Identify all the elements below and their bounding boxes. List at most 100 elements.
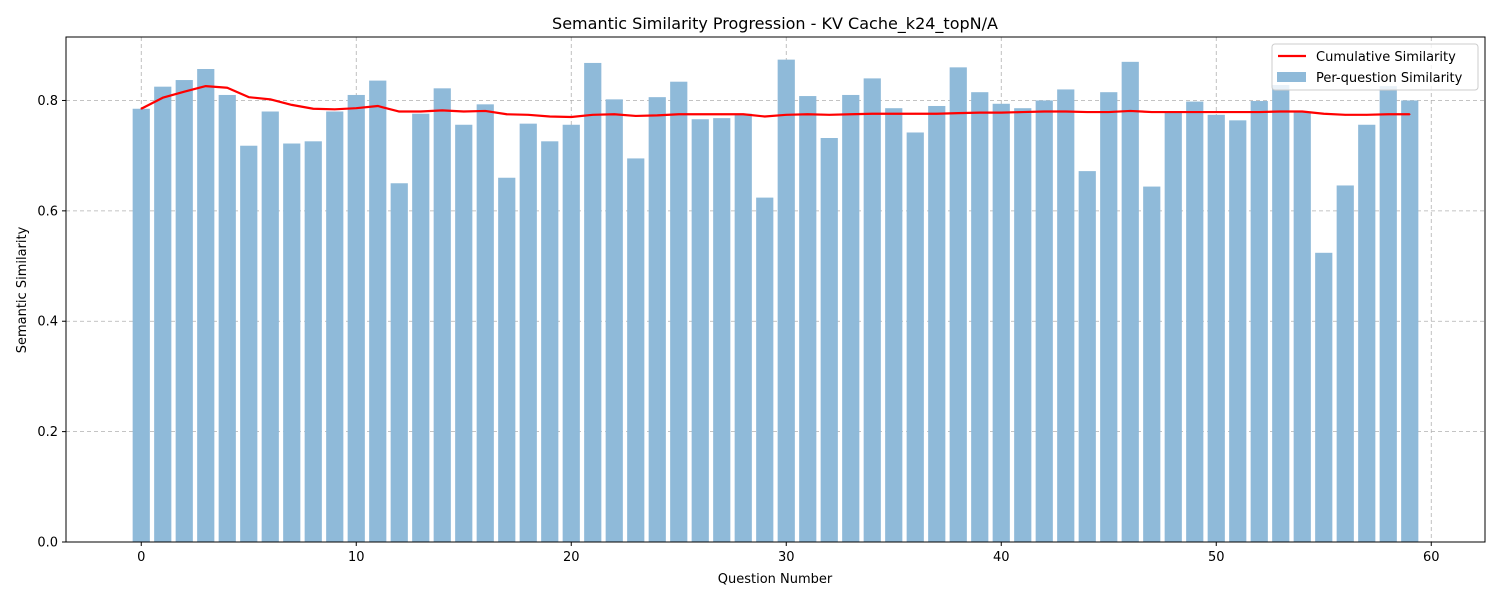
line-point bbox=[1000, 111, 1003, 114]
line-point bbox=[1215, 111, 1218, 113]
bar bbox=[971, 92, 989, 542]
line-point bbox=[1107, 111, 1110, 113]
bar bbox=[1121, 61, 1139, 543]
line-point bbox=[1043, 110, 1046, 113]
bar bbox=[1035, 100, 1053, 543]
bar bbox=[734, 113, 752, 542]
bar bbox=[756, 197, 774, 542]
line-point bbox=[699, 113, 702, 116]
line-point bbox=[828, 114, 831, 116]
legend: Cumulative Similarity Per-question Simil… bbox=[1271, 43, 1479, 91]
bar bbox=[863, 78, 881, 543]
line-point bbox=[978, 111, 981, 114]
line-point bbox=[1365, 114, 1368, 116]
x-axis-label: Question Number bbox=[718, 572, 833, 587]
line-point bbox=[914, 112, 917, 115]
x-tick-label: 50 bbox=[1208, 550, 1225, 565]
x-tick-label: 60 bbox=[1423, 550, 1440, 565]
line-point bbox=[935, 112, 938, 115]
bar bbox=[132, 108, 150, 543]
line-point bbox=[505, 113, 508, 116]
x-tick-label: 20 bbox=[563, 550, 580, 565]
bar bbox=[476, 104, 494, 542]
bar bbox=[1057, 89, 1075, 542]
line-point bbox=[527, 114, 530, 116]
bar bbox=[1379, 86, 1397, 543]
bar bbox=[584, 62, 602, 543]
line-point bbox=[419, 110, 422, 113]
bar bbox=[562, 124, 580, 543]
line-point bbox=[441, 109, 444, 112]
line-point bbox=[1322, 112, 1325, 115]
bar bbox=[605, 99, 623, 542]
line-point bbox=[806, 113, 809, 116]
line-point bbox=[1193, 111, 1196, 113]
bar bbox=[713, 118, 731, 542]
y-tick-label: 0.6 bbox=[37, 204, 58, 219]
line-point bbox=[204, 85, 207, 87]
bar bbox=[175, 80, 193, 542]
bar bbox=[1293, 111, 1311, 543]
line-point bbox=[1172, 111, 1175, 113]
bar bbox=[541, 141, 559, 543]
x-axis: 0 10 20 30 40 50 60 bbox=[137, 542, 1440, 565]
legend-box bbox=[1271, 43, 1479, 91]
bar bbox=[820, 138, 838, 542]
line-point bbox=[785, 114, 788, 116]
legend-bar-swatch bbox=[1277, 72, 1306, 82]
line-point bbox=[312, 107, 315, 110]
bar bbox=[347, 94, 365, 543]
line-point bbox=[892, 112, 895, 115]
line-point bbox=[871, 112, 874, 115]
bar bbox=[261, 111, 279, 543]
line-point bbox=[376, 105, 379, 107]
bar bbox=[433, 88, 451, 542]
line-point bbox=[1021, 111, 1024, 113]
y-tick-label: 0.8 bbox=[37, 94, 58, 109]
line-point bbox=[548, 115, 551, 118]
line-point bbox=[1387, 113, 1390, 116]
bar bbox=[240, 145, 258, 542]
line-point bbox=[290, 104, 293, 106]
line-point bbox=[269, 98, 272, 101]
bar bbox=[842, 94, 860, 543]
line-point bbox=[763, 115, 766, 118]
line-point bbox=[742, 113, 745, 116]
bar bbox=[412, 113, 430, 542]
line-point bbox=[849, 113, 852, 116]
bar bbox=[1186, 101, 1204, 543]
line-point bbox=[484, 110, 487, 112]
line-point bbox=[333, 108, 336, 111]
line-point bbox=[677, 113, 680, 116]
line-point bbox=[1150, 111, 1153, 113]
legend-label-per-question: Per-question Similarity bbox=[1316, 71, 1463, 86]
bar bbox=[670, 81, 688, 542]
y-axis-label: Semantic Similarity bbox=[15, 226, 30, 353]
line-point bbox=[957, 112, 960, 114]
line-point bbox=[1258, 111, 1261, 113]
x-tick-label: 0 bbox=[137, 550, 145, 565]
bar bbox=[627, 158, 645, 542]
bar bbox=[519, 123, 537, 543]
bar bbox=[1229, 120, 1247, 542]
bar bbox=[799, 96, 817, 543]
bar bbox=[154, 86, 172, 543]
bar bbox=[777, 59, 795, 542]
bar bbox=[1358, 124, 1376, 543]
bar bbox=[1143, 186, 1161, 543]
line-point bbox=[1064, 110, 1067, 113]
line-point bbox=[591, 114, 594, 116]
bar bbox=[1336, 185, 1354, 542]
bar bbox=[1014, 108, 1032, 543]
bar bbox=[1164, 111, 1182, 543]
bar bbox=[390, 183, 408, 542]
bar bbox=[885, 108, 903, 543]
line-point bbox=[355, 107, 358, 109]
line-series bbox=[140, 85, 1411, 119]
x-tick-label: 10 bbox=[348, 550, 365, 565]
line-point bbox=[1236, 111, 1239, 113]
line-point bbox=[570, 116, 573, 118]
bar bbox=[1078, 171, 1096, 543]
line-point bbox=[161, 96, 164, 99]
